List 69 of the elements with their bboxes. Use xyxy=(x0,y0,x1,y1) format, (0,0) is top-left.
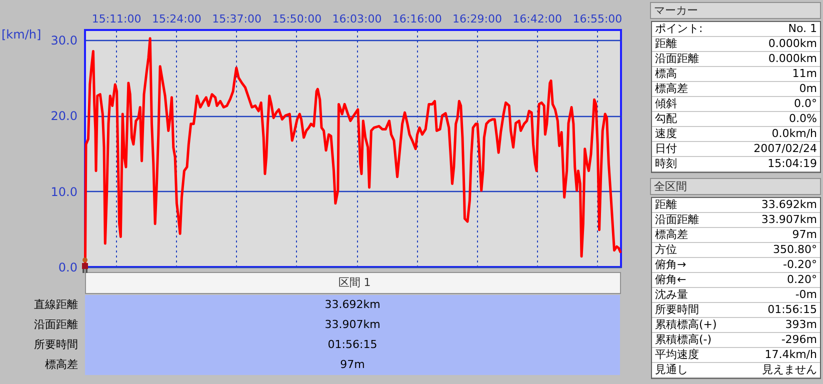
text: 0.0km/h xyxy=(772,127,817,141)
text: 所要時間 xyxy=(33,337,78,353)
text: -0m xyxy=(795,288,817,302)
text: 0m xyxy=(799,82,817,96)
x-tick-label: 16:42:00 xyxy=(512,12,562,26)
text: 沿面距離 xyxy=(655,52,699,66)
text: 全区間 xyxy=(650,178,821,195)
text: マーカー xyxy=(650,2,821,19)
text: 標高 xyxy=(655,67,677,81)
text: 2007/02/24 xyxy=(754,142,817,156)
y-tick-label: 10.0 xyxy=(50,184,78,199)
x-tick-label: 16:03:00 xyxy=(332,12,382,26)
text: 標高差 xyxy=(655,228,688,242)
text: -296m xyxy=(781,333,817,347)
text: 0.0% xyxy=(789,112,817,126)
text: 0.20° xyxy=(787,273,817,287)
text: 勾配 xyxy=(655,112,677,126)
text: 33.907km xyxy=(85,315,620,335)
text: 33.907km xyxy=(761,213,817,227)
text: 15:04:19 xyxy=(768,157,817,171)
text: 97m xyxy=(792,228,817,242)
text: 区間 1 xyxy=(85,272,621,294)
text: No. 1 xyxy=(788,22,817,36)
text: -0.20° xyxy=(783,258,817,272)
text: 01:56:15 xyxy=(85,335,620,355)
text: 距離 xyxy=(655,37,677,51)
text: 標高差 xyxy=(44,357,78,373)
text: 沈み量 xyxy=(655,288,688,302)
y-axis-title: [km/h] xyxy=(2,28,42,42)
text: 直線距離 xyxy=(33,297,78,313)
text: 97m xyxy=(85,355,620,375)
text: 速度 xyxy=(655,127,677,141)
text: 沿面距離 xyxy=(33,317,78,333)
y-tick-label: 20.0 xyxy=(50,109,78,124)
text: 350.80° xyxy=(773,243,817,257)
text: 平均速度 xyxy=(655,348,699,362)
text: 沿面距離 xyxy=(655,213,699,227)
text: 俯角← xyxy=(655,273,686,287)
y-tick-label: 0.0 xyxy=(58,260,78,274)
text: 33.692km xyxy=(761,198,817,212)
text: 0.000km xyxy=(768,37,817,51)
x-tick-label: 16:29:00 xyxy=(452,12,502,26)
x-tick-label: 16:55:00 xyxy=(572,12,622,26)
text: 累積標高(+) xyxy=(655,318,717,332)
text: 0.000km xyxy=(768,52,817,66)
x-tick-label: 15:24:00 xyxy=(152,12,202,26)
text: 見えません xyxy=(762,363,817,377)
text: 方位 xyxy=(655,243,677,257)
text: 累積標高(-) xyxy=(655,333,712,347)
x-tick-label: 16:16:00 xyxy=(392,12,442,26)
text: 標高差 xyxy=(655,82,688,96)
text: 01:56:15 xyxy=(768,303,817,317)
text: 393m xyxy=(785,318,817,332)
x-tick-label: 15:11:00 xyxy=(92,12,142,26)
text: 33.692km xyxy=(85,295,620,315)
x-tick-label: 15:37:00 xyxy=(212,12,262,26)
x-tick-label: 15:50:00 xyxy=(272,12,322,26)
text: 日付 xyxy=(655,142,677,156)
text: 11m xyxy=(792,67,817,81)
text: 時刻 xyxy=(655,157,677,171)
text: 俯角→ xyxy=(655,258,686,272)
text: 0.0° xyxy=(794,97,817,111)
text: 距離 xyxy=(655,198,677,212)
y-tick-label: 30.0 xyxy=(50,33,78,48)
text: 17.4km/h xyxy=(764,348,817,362)
text: ポイント: xyxy=(655,22,703,36)
text: 見通し xyxy=(655,363,688,377)
text: 所要時間 xyxy=(655,303,699,317)
text: 傾斜 xyxy=(655,97,677,111)
